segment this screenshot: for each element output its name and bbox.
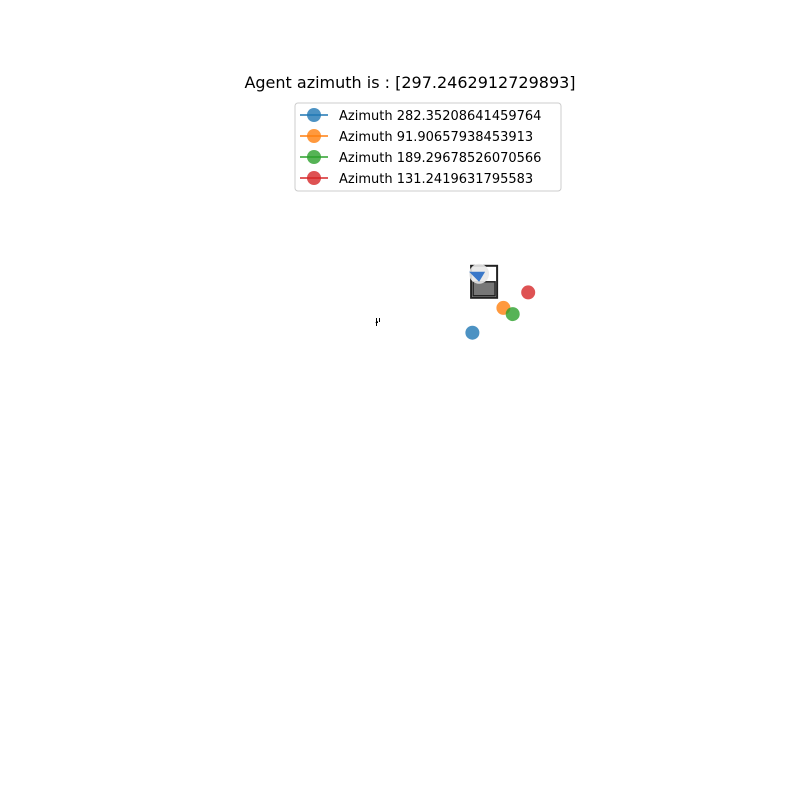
legend-label: Azimuth 189.29678526070566 [339, 151, 541, 166]
legend-entries: Azimuth 282.35208641459764 Azimuth 91.906… [300, 108, 541, 187]
legend-marker [307, 129, 321, 143]
legend-entry-1: Azimuth 282.35208641459764 [300, 108, 541, 124]
series-point-1 [465, 325, 480, 340]
robot-vacuum-icon [469, 263, 499, 299]
series-point-4 [521, 285, 536, 300]
series-points [465, 285, 536, 340]
legend: Azimuth 282.35208641459764 Azimuth 91.906… [294, 102, 562, 192]
legend-label: Azimuth 131.2419631795583 [339, 172, 533, 187]
legend-label: Azimuth 91.90657938453913 [339, 130, 533, 145]
person-icon [375, 318, 380, 326]
legend-entry-4: Azimuth 131.2419631795583 [300, 171, 533, 187]
legend-marker [307, 150, 321, 164]
chart-title: Agent azimuth is : [297.2462912729893] [244, 73, 575, 92]
legend-label: Azimuth 282.35208641459764 [339, 109, 541, 124]
legend-entry-3: Azimuth 189.29678526070566 [300, 150, 541, 166]
series-point-3 [505, 307, 520, 322]
legend-entry-2: Azimuth 91.90657938453913 [300, 129, 533, 145]
legend-marker [307, 171, 321, 185]
legend-frame [294, 102, 562, 192]
plot-area [375, 263, 536, 340]
legend-marker [307, 108, 321, 122]
